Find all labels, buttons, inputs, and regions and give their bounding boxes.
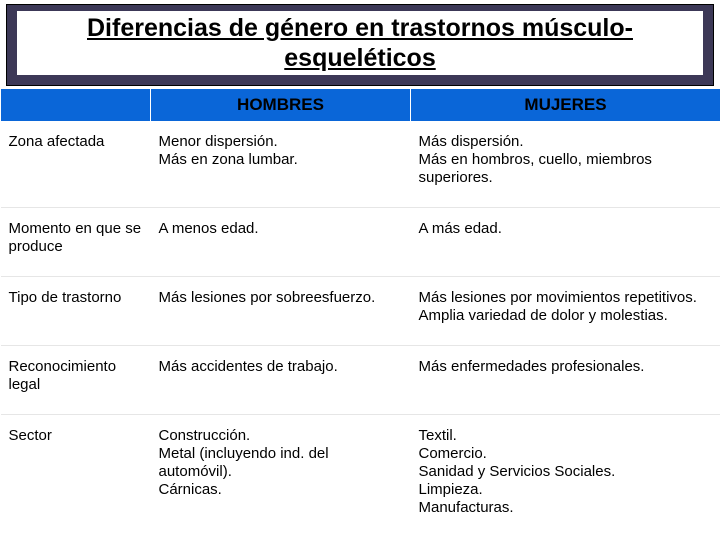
table-row: Tipo de trastorno Más lesiones por sobre…	[1, 277, 720, 346]
header-empty	[1, 89, 151, 122]
comparison-table: HOMBRES MUJERES Zona afectada Menor disp…	[0, 88, 720, 537]
table-row: Sector Construcción.Metal (incluyendo in…	[1, 415, 720, 538]
cell-mujeres: Más lesiones por movimientos repetitivos…	[411, 277, 720, 346]
row-label: Reconocimiento legal	[1, 346, 151, 415]
header-hombres: HOMBRES	[151, 89, 411, 122]
table-header-row: HOMBRES MUJERES	[1, 89, 720, 122]
slide: { "title": "Diferencias de género en tra…	[0, 0, 720, 540]
table-row: Reconocimiento legal Más accidentes de t…	[1, 346, 720, 415]
cell-hombres: Construcción.Metal (incluyendo ind. del …	[151, 415, 411, 538]
table-row: Momento en que se produce A menos edad. …	[1, 208, 720, 277]
cell-mujeres: Más dispersión.Más en hombros, cuello, m…	[411, 121, 720, 208]
table-body: Zona afectada Menor dispersión.Más en zo…	[1, 121, 720, 537]
cell-hombres: A menos edad.	[151, 208, 411, 277]
cell-hombres: Menor dispersión.Más en zona lumbar.	[151, 121, 411, 208]
row-label: Sector	[1, 415, 151, 538]
header-mujeres: MUJERES	[411, 89, 720, 122]
cell-mujeres: A más edad.	[411, 208, 720, 277]
row-label: Momento en que se produce	[1, 208, 151, 277]
cell-mujeres: Textil.Comercio.Sanidad y Servicios Soci…	[411, 415, 720, 538]
cell-mujeres: Más enfermedades profesionales.	[411, 346, 720, 415]
table-row: Zona afectada Menor dispersión.Más en zo…	[1, 121, 720, 208]
title-bar: Diferencias de género en trastornos músc…	[6, 4, 714, 86]
cell-hombres: Más accidentes de trabajo.	[151, 346, 411, 415]
row-label: Tipo de trastorno	[1, 277, 151, 346]
cell-hombres: Más lesiones por sobreesfuerzo.	[151, 277, 411, 346]
row-label: Zona afectada	[1, 121, 151, 208]
slide-title: Diferencias de género en trastornos músc…	[17, 11, 703, 75]
